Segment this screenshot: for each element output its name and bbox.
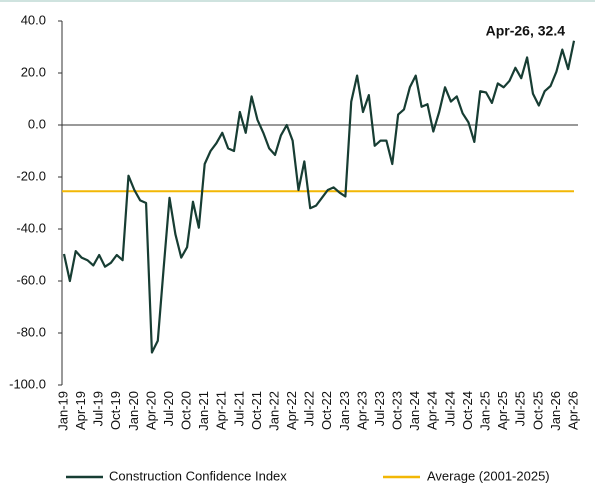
x-tick-label: Jul-25 <box>513 391 528 426</box>
y-tick-label: -80.0 <box>16 324 46 339</box>
x-tick-label: Jul-20 <box>161 391 176 426</box>
x-tick-label: Jan-23 <box>337 391 352 431</box>
legend-label: Construction Confidence Index <box>109 468 287 483</box>
x-tick-label: Jan-21 <box>196 391 211 431</box>
y-tick-label: -20.0 <box>16 168 46 183</box>
x-tick-label: Jul-21 <box>231 391 246 426</box>
x-tick-label: Jan-25 <box>478 391 493 431</box>
x-tick-label: Jul-19 <box>91 391 106 426</box>
x-tick-label: Oct-23 <box>390 391 405 430</box>
series-line <box>62 40 576 354</box>
y-tick-label: -40.0 <box>16 220 46 235</box>
x-tick-label: Jan-20 <box>126 391 141 431</box>
x-tick-label: Jul-22 <box>302 391 317 426</box>
x-tick-label: Jan-22 <box>266 391 281 431</box>
x-tick-label: Apr-20 <box>143 391 158 430</box>
x-tick-label: Apr-19 <box>73 391 88 430</box>
y-tick-label: 0.0 <box>28 116 46 131</box>
x-tick-label: Apr-22 <box>284 391 299 430</box>
x-tick-label: Apr-23 <box>354 391 369 430</box>
y-tick-label: -100.0 <box>9 376 46 391</box>
x-tick-label: Oct-25 <box>530 391 545 430</box>
y-tick-label: 20.0 <box>21 64 46 79</box>
x-tick-label: Jul-23 <box>372 391 387 426</box>
x-tick-label: Jan-26 <box>548 391 563 431</box>
annotation: Apr-26, 32.4 <box>486 23 566 39</box>
x-tick-label: Oct-21 <box>249 391 264 430</box>
x-tick-label: Apr-25 <box>495 391 510 430</box>
y-tick-label: 40.0 <box>21 12 46 27</box>
x-tick-label: Jan-19 <box>55 391 70 431</box>
x-tick-label: Oct-22 <box>319 391 334 430</box>
legend-label: Average (2001-2025) <box>427 468 550 483</box>
y-tick-label: -60.0 <box>16 272 46 287</box>
x-tick-label: Jul-24 <box>442 391 457 426</box>
x-tick-label: Apr-24 <box>425 391 440 430</box>
x-tick-label: Jan-24 <box>407 391 422 431</box>
x-tick-label: Apr-26 <box>565 391 580 430</box>
x-tick-label: Oct-20 <box>179 391 194 430</box>
x-tick-label: Apr-21 <box>214 391 229 430</box>
x-tick-label: Oct-19 <box>108 391 123 430</box>
x-tick-label: Oct-24 <box>460 391 475 430</box>
